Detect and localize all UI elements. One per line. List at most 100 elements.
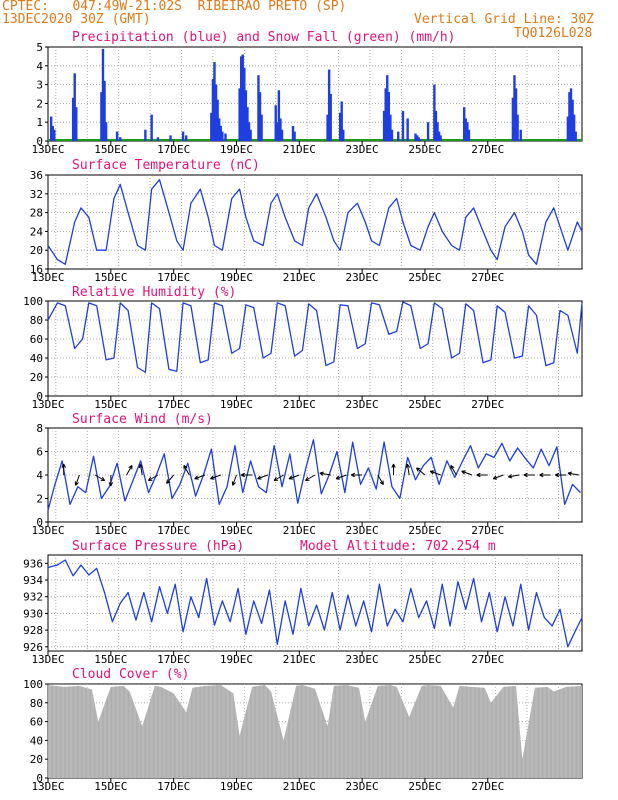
precip-bar bbox=[49, 116, 53, 141]
wind-arrow-head bbox=[101, 476, 106, 481]
precip-ytick-label: 0 bbox=[36, 135, 43, 148]
temp-xtick-label: 17DEC bbox=[157, 271, 190, 284]
precip-ytick-label: 1 bbox=[36, 116, 43, 129]
wind-arrow bbox=[567, 472, 579, 476]
precip-bar bbox=[397, 131, 400, 141]
precip-bar bbox=[464, 118, 467, 141]
rh-xtick-label: 25DEC bbox=[408, 398, 441, 411]
precip-bar bbox=[280, 129, 284, 141]
wind-arrow bbox=[75, 474, 80, 486]
precip-bar bbox=[214, 84, 218, 141]
temp-line bbox=[47, 179, 583, 265]
wind-arrow bbox=[139, 464, 143, 476]
precip-bar bbox=[150, 114, 153, 141]
wind-arrow bbox=[166, 474, 175, 484]
precip-xtick-label: 13DEC bbox=[31, 143, 64, 156]
rh-ytick-label: 80 bbox=[30, 314, 43, 327]
cloud-ytick-label: 40 bbox=[30, 734, 43, 747]
pres-ytick-label: 928 bbox=[23, 624, 43, 637]
wind-arrow-head bbox=[108, 482, 112, 487]
wind-arrow bbox=[273, 474, 284, 481]
wind-arrow-head bbox=[350, 474, 355, 478]
pres-ytick-label: 934 bbox=[23, 574, 43, 587]
precip-bar bbox=[101, 48, 105, 141]
cloud-xtick-label: 15DEC bbox=[94, 780, 127, 793]
rh-ytick-label: 60 bbox=[30, 333, 43, 346]
rh-ytick-label: 20 bbox=[30, 371, 43, 384]
wind-arrow-head bbox=[492, 475, 497, 480]
pres-frame bbox=[47, 554, 583, 652]
precip-ytick-label: 4 bbox=[36, 60, 43, 73]
wind-arrow-head bbox=[379, 481, 384, 485]
rh-xtick-label: 19DEC bbox=[220, 398, 253, 411]
wind-arrow-head bbox=[183, 465, 188, 469]
precip-bar bbox=[257, 75, 260, 141]
precip-bar bbox=[103, 80, 106, 141]
precip-bar bbox=[100, 92, 103, 141]
precip-bar bbox=[516, 114, 519, 141]
precip-bar bbox=[513, 75, 516, 141]
wind-arrow bbox=[430, 470, 441, 476]
wind-arrow-head bbox=[476, 474, 481, 478]
wind-arrow-head bbox=[450, 465, 455, 469]
header-date: 13DEC2020 30Z (GMT) bbox=[2, 12, 151, 27]
wind-arrow-head bbox=[240, 474, 245, 478]
rh-ytick-label: 0 bbox=[36, 390, 43, 403]
precip-bar bbox=[463, 107, 466, 141]
precip-bar bbox=[419, 139, 422, 141]
wind-arrow-head bbox=[555, 472, 560, 476]
precip-ytick-label: 5 bbox=[36, 41, 43, 54]
wind-arrow-head bbox=[232, 482, 236, 486]
cloud-xtick-label: 23DEC bbox=[346, 780, 379, 793]
precip-bar bbox=[169, 135, 172, 141]
precip-bar bbox=[243, 67, 246, 141]
rh-frame bbox=[47, 300, 583, 397]
precip-bar bbox=[417, 137, 420, 141]
precip-bar bbox=[569, 88, 573, 141]
precip-bar bbox=[210, 112, 213, 141]
pres-xtick-label: 27DEC bbox=[471, 653, 504, 666]
wind-arrow-head bbox=[210, 475, 214, 480]
precip-bar bbox=[327, 69, 331, 141]
pres-xtick-label: 15DEC bbox=[94, 653, 127, 666]
wind-xtick-label: 25DEC bbox=[408, 524, 441, 537]
precip-bar bbox=[115, 131, 119, 141]
wind-arrow-head bbox=[139, 463, 144, 468]
precip-bar bbox=[338, 112, 342, 141]
temp-xtick-label: 23DEC bbox=[346, 271, 379, 284]
cloud-xtick-label: 21DEC bbox=[283, 780, 316, 793]
temp-xtick-label: 15DEC bbox=[94, 271, 127, 284]
wind-arrow bbox=[126, 465, 133, 476]
wind-arrow-head bbox=[319, 472, 324, 476]
wind-arrow bbox=[406, 464, 410, 476]
precip-bar bbox=[185, 135, 188, 141]
temp-title: Surface Temperature (nC) bbox=[72, 158, 260, 173]
wind-ytick-label: 2 bbox=[36, 493, 43, 506]
wind-arrow bbox=[210, 474, 221, 480]
wind-arrow-head bbox=[273, 476, 277, 481]
wind-arrow-head bbox=[288, 475, 293, 480]
wind-arrow bbox=[148, 474, 159, 481]
precip-bar bbox=[466, 122, 469, 141]
pres-xtick-label: 21DEC bbox=[283, 653, 316, 666]
wind-arrow-head bbox=[63, 463, 66, 468]
precip-xtick-label: 25DEC bbox=[408, 143, 441, 156]
precip-bar bbox=[293, 131, 296, 141]
precip-bar bbox=[519, 129, 522, 141]
precip-bar bbox=[401, 110, 405, 141]
pres-ytick-label: 926 bbox=[23, 641, 43, 654]
precip-bar bbox=[568, 92, 571, 141]
temp-ytick-label: 24 bbox=[30, 225, 44, 238]
pres-xtick-label: 17DEC bbox=[157, 653, 190, 666]
wind-arrow bbox=[232, 474, 237, 486]
precip-bar bbox=[181, 131, 185, 141]
precip-bar bbox=[571, 99, 574, 141]
precip-bar bbox=[326, 114, 329, 141]
wind-arrow-head bbox=[75, 482, 79, 486]
wind-arrow bbox=[288, 474, 300, 480]
wind-arrow-head bbox=[166, 479, 169, 484]
rh-ytick-label: 40 bbox=[30, 352, 43, 365]
precip-bar bbox=[241, 54, 244, 141]
precip-bar bbox=[238, 88, 241, 141]
temp-ytick-label: 32 bbox=[30, 188, 43, 201]
